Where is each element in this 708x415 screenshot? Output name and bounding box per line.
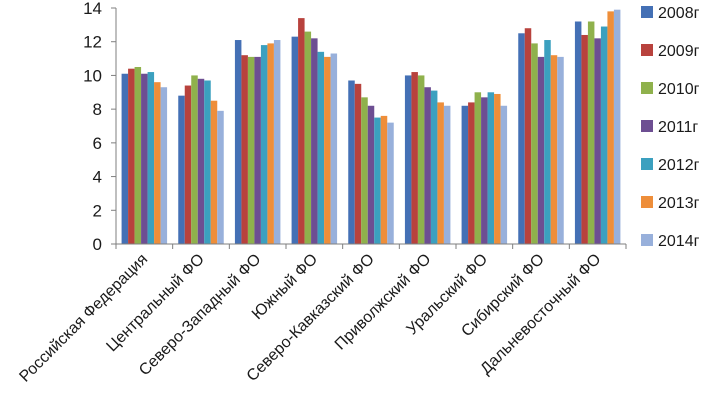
bar-2008г-3	[291, 36, 299, 244]
bar-2008г-6	[461, 105, 469, 245]
bar-2009г-4	[354, 83, 362, 244]
bar-2009г-8	[581, 34, 588, 244]
bar-2011г-3	[311, 38, 318, 245]
bar-2010г-2	[247, 56, 255, 244]
legend-swatch	[641, 196, 653, 208]
y-tick-label: 14	[83, 0, 102, 18]
legend-label: 2013г	[658, 195, 700, 212]
bar-2008г-0	[121, 73, 129, 245]
x-category-label: Дальневосточный ФО	[477, 251, 604, 378]
y-tick-label: 2	[93, 201, 102, 220]
legend-swatch	[641, 158, 653, 170]
legend-swatch	[641, 234, 653, 246]
bar-2012г-2	[260, 45, 268, 245]
bar-2011г-5	[424, 87, 431, 244]
bar-2013г-5	[437, 102, 444, 245]
bar-2009г-6	[468, 102, 475, 245]
bar-2012г-6	[487, 92, 495, 244]
bar-2008г-8	[574, 21, 582, 244]
bar-2013г-8	[607, 11, 614, 245]
bar-2010г-0	[134, 67, 142, 244]
bar-2009г-1	[184, 85, 192, 244]
bar-2014г-7	[557, 56, 564, 244]
bar-2009г-0	[128, 68, 135, 244]
bar-2010г-1	[191, 75, 198, 245]
bar-2012г-3	[317, 51, 325, 244]
bar-2014г-3	[330, 53, 338, 245]
legend-swatch	[641, 6, 653, 18]
bar-2011г-4	[367, 105, 375, 245]
bar-2013г-4	[380, 115, 388, 244]
legend-label: 2014г	[658, 233, 700, 250]
y-tick-label: 0	[93, 235, 102, 254]
bar-2013г-6	[494, 93, 501, 244]
bar-2009г-5	[411, 72, 418, 244]
legend-label: 2011г	[658, 119, 698, 136]
bar-2010г-5	[417, 75, 425, 245]
bar-2012г-1	[204, 80, 211, 245]
bar-2012г-0	[147, 72, 155, 244]
y-tick-label: 4	[93, 168, 102, 187]
legend: 2008г 2009г 2010г 2011г 2012г 2013г 2014г	[641, 5, 700, 250]
bar-2014г-4	[387, 122, 394, 244]
bar-2011г-8	[594, 38, 601, 245]
y-tick-label: 10	[83, 66, 102, 85]
bar-2009г-3	[298, 18, 305, 244]
bar-2014г-0	[160, 87, 168, 244]
bar-2010г-7	[531, 43, 538, 245]
legend-label: 2009г	[658, 43, 700, 60]
bar-2013г-0	[154, 82, 161, 244]
bar-2013г-3	[324, 56, 331, 244]
bar-2013г-2	[267, 43, 274, 245]
bar-2011г-2	[254, 56, 261, 244]
y-tick-label: 6	[93, 134, 102, 153]
bar-2008г-2	[234, 40, 242, 244]
y-tick-label: 8	[93, 100, 102, 119]
bar-2014г-8	[613, 9, 621, 244]
bar-2008г-4	[348, 80, 355, 245]
bar-2008г-1	[178, 95, 185, 244]
bar-2009г-7	[524, 28, 532, 245]
bar-2011г-6	[481, 97, 488, 244]
bar-2011г-0	[141, 73, 148, 245]
bar-2014г-5	[443, 105, 451, 245]
legend-label: 2008г	[658, 5, 700, 22]
bar-2010г-8	[587, 21, 595, 244]
x-category-label: Центральный ФО	[103, 251, 207, 355]
legend-swatch	[641, 44, 653, 56]
bar-2013г-7	[550, 55, 558, 245]
bar-2011г-7	[537, 56, 545, 244]
bar-2014г-6	[500, 105, 508, 245]
legend-swatch	[641, 82, 653, 94]
bar-2012г-5	[430, 90, 438, 244]
x-category-label: Приволжский ФО	[332, 251, 435, 354]
bar-2012г-4	[374, 117, 381, 244]
bar-2010г-6	[474, 92, 482, 244]
bar-2013г-1	[210, 100, 218, 245]
bars-area	[121, 9, 621, 245]
legend-swatch	[641, 120, 653, 132]
legend-label: 2010г	[658, 81, 700, 98]
bar-2010г-4	[361, 97, 368, 244]
bar-2008г-5	[404, 75, 412, 245]
bar-2010г-3	[304, 31, 312, 244]
bar-2012г-7	[544, 40, 551, 244]
y-tick-label: 12	[83, 33, 102, 52]
bar-2011г-1	[197, 78, 205, 244]
bar-2014г-1	[217, 110, 224, 244]
bar-2009г-2	[241, 55, 248, 245]
legend-label: 2012г	[658, 157, 700, 174]
bar-2008г-7	[518, 33, 525, 244]
y-axis: 0 2 4 6 8 10 12 14	[83, 0, 117, 254]
bar-2012г-8	[600, 26, 608, 244]
bar-2014г-2	[273, 40, 281, 244]
